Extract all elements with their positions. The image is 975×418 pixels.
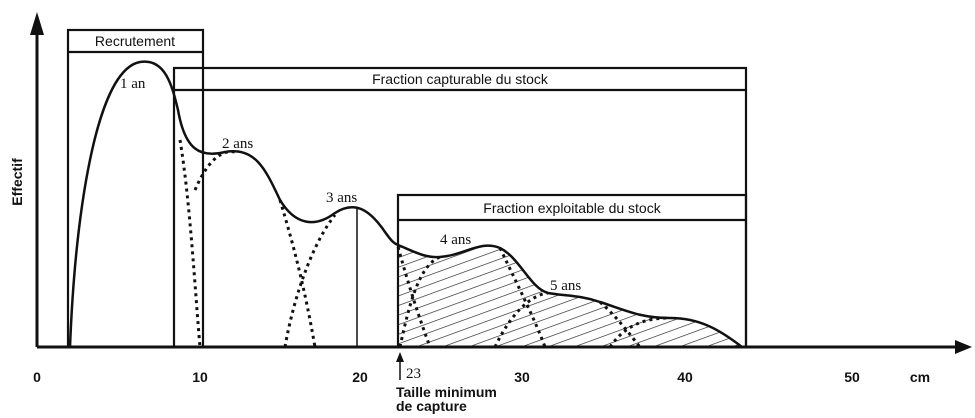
box-label: Fraction exploitable du stock [483,200,661,216]
cohort-label: 2 ans [222,136,253,152]
cohort-label: 3 ans [326,190,357,206]
x-tick-label: 0 [33,369,41,385]
axes [35,30,955,349]
x-arrow [955,340,972,354]
x-tick-label: 20 [352,369,368,385]
x-tick-label: 30 [514,369,530,385]
min-size-label: Taille minimum [396,384,497,400]
cohort-curves [178,139,671,348]
x-tick-label: 10 [192,369,208,385]
min-size-value: 23 [406,366,421,382]
min-size-label: de capture [396,398,467,414]
min-size-arrowhead [396,352,404,362]
cohort-label: 1 an [120,76,146,92]
x-tick-label: 40 [677,369,693,385]
x-tick-label: 50 [844,369,860,385]
length-frequency-curve [68,60,743,348]
y-arrow [30,12,44,35]
cohort-label: 5 ans [550,278,581,294]
x-unit: cm [910,369,930,385]
y-axis-label: Effectif [9,158,25,206]
cohort-label: 4 ans [440,232,471,248]
box-label: Fraction capturable du stock [372,71,549,87]
box-label: Recrutement [95,33,175,49]
